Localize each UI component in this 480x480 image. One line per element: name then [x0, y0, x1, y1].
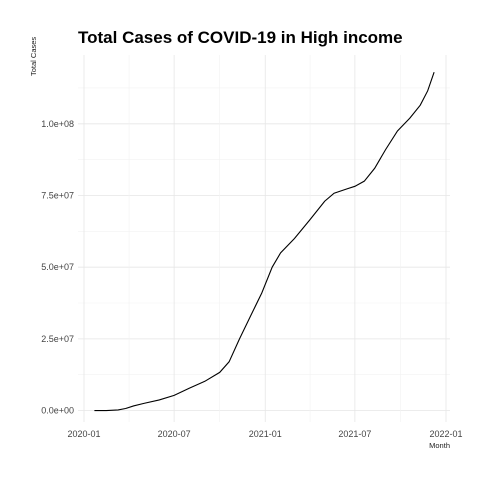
- y-tick-labels: 0.0e+00 2.5e+07 5.0e+07 7.5e+07 1.0e+08: [41, 119, 74, 416]
- chart-title: Total Cases of COVID-19 in High income: [78, 28, 403, 47]
- y-tick-label: 7.5e+07: [41, 190, 74, 200]
- x-tick-label: 2022-01: [429, 429, 462, 439]
- y-tick-label: 0.0e+00: [41, 406, 74, 416]
- x-tick-label: 2021-07: [338, 429, 371, 439]
- series-layer: [94, 72, 435, 412]
- x-tick-labels: 2020-01 2020-07 2021-01 2021-07 2022-01: [67, 429, 462, 439]
- x-axis-title: Month: [429, 441, 450, 450]
- series-line: [94, 72, 435, 412]
- y-tick-label: 1.0e+08: [41, 119, 74, 129]
- gridlines: [78, 55, 450, 422]
- y-tick-label: 2.5e+07: [41, 334, 74, 344]
- x-tick-label: 2021-01: [249, 429, 282, 439]
- x-tick-label: 2020-01: [67, 429, 100, 439]
- x-tick-label: 2020-07: [158, 429, 191, 439]
- y-axis-title: Total Cases: [29, 37, 38, 76]
- y-tick-label: 5.0e+07: [41, 262, 74, 272]
